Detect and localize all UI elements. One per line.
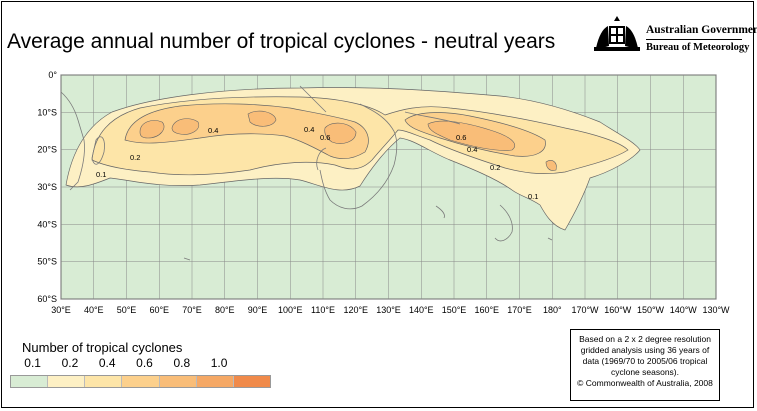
data-source-note: Based on a 2 x 2 degree resolution gridd… [570,329,720,401]
legend-swatch [122,376,160,387]
longitude-label: 120°E [343,305,368,315]
longitude-label: 110°E [311,305,335,315]
legend-label: 0.1 [24,356,41,370]
longitude-label: 30°E [51,305,71,315]
legend-label: 0.2 [61,356,79,370]
legend-colorbar [10,375,271,388]
longitude-label: 80°E [215,305,235,315]
contour-label: 0.1 [96,170,106,179]
contour-label: 0.2 [490,163,500,172]
contour-label: 0.4 [467,145,477,154]
page-title: Average annual number of tropical cyclon… [7,30,556,53]
longitude-label: 100°E [278,305,303,315]
latitude-label: 0° [48,70,57,80]
contour-label: 0.6 [456,133,466,142]
latitude-label: 60°S [37,294,57,304]
contour-label: 0.4 [208,126,218,135]
legend-swatch [48,376,86,387]
contour-label: 0.1 [528,192,538,201]
longitude-label: 90°E [248,305,268,315]
legend-label: 1.0 [210,356,228,370]
longitude-labels: 30°E 40°E 50°E 60°E 70°E 80°E 90°E 100°E 110°E 12… [51,305,730,315]
logo-divider [646,39,742,40]
longitude-label: 160°W [604,305,632,315]
legend-swatch [11,376,49,387]
contour-label: 0.2 [130,153,140,162]
note-text: Based on a 2 x 2 degree resolution gridd… [579,334,711,377]
longitude-label: 160°E [474,305,499,315]
legend-title: Number of tropical cyclones [22,340,183,355]
bom-logo: Australian Government Bureau of Meteorol… [590,14,757,56]
longitude-label: 170°E [507,305,532,315]
legend-swatch [233,376,270,387]
coat-of-arms-icon [594,16,640,51]
latitude-label: 10°S [37,107,57,117]
cyclone-map: 0.10.20.4 0.40.6 0.60.40.20.1 0°10°S20°S30… [37,70,730,315]
logo-government-text: Australian Government [646,24,757,36]
longitude-label: 60°E [149,305,169,315]
longitude-label: 130°W [702,305,730,315]
legend-swatch [85,376,123,387]
legend-label: 0.6 [136,356,153,370]
legend-swatch [159,376,197,387]
legend-label: 0.4 [98,356,116,370]
latitude-labels: 0° 10°S 20°S 30°S 40°S 50°S 60°S [37,70,57,304]
legend-labels: 0.1 0.2 0.4 0.6 0.8 1.0 [0,356,300,372]
contour-labels: 0.10.20.4 0.40.6 0.60.40.20.1 [96,125,538,201]
latitude-label: 30°S [37,182,57,192]
longitude-label: 150°E [442,305,467,315]
contour-label: 0.6 [320,133,330,142]
longitude-label: 150°W [637,305,665,315]
longitude-label: 130°E [376,305,401,315]
longitude-label: 70°E [182,305,202,315]
latitude-label: 40°S [37,219,57,229]
longitude-label: 170°W [571,305,599,315]
longitude-label: 140°E [409,305,434,315]
longitude-label: 50°E [117,305,137,315]
logo-bureau-text: Bureau of Meteorology [646,42,750,53]
contour-0.6 [139,110,557,171]
longitude-label: 180° [543,305,562,315]
legend-swatch [196,376,234,387]
latitude-label: 50°S [37,257,57,267]
longitude-label: 40°E [84,305,104,315]
legend-label: 0.8 [173,356,191,370]
contour-label: 0.4 [304,125,314,134]
note-copyright: © Commonwealth of Australia, 2008 [577,378,713,388]
coastlines [60,85,553,261]
latitude-label: 20°S [37,145,57,155]
longitude-label: 140°W [670,305,698,315]
